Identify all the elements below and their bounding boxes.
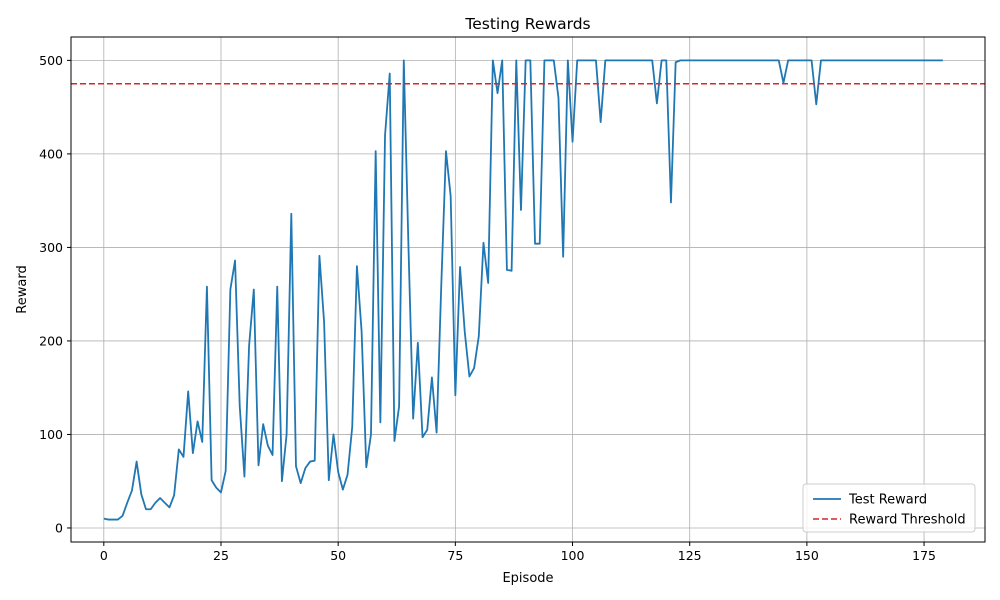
y-axis: 0 100 200 300 400 500 [39, 53, 71, 535]
legend: Test Reward Reward Threshold [802, 483, 976, 533]
y-tick-label: 0 [55, 520, 63, 535]
y-tick-label: 500 [39, 53, 63, 68]
y-tick-label: 100 [39, 427, 63, 442]
y-axis-label: Reward [15, 265, 30, 313]
y-tick-label: 200 [39, 333, 63, 348]
x-tick-label: 150 [795, 548, 819, 563]
x-tick-label: 25 [213, 548, 229, 563]
y-tick-label: 400 [39, 146, 63, 161]
series-line-test-reward [103, 59, 943, 521]
y-tick-label: 300 [39, 240, 63, 255]
chart-title: Testing Rewards [464, 15, 590, 33]
legend-box [802, 483, 976, 533]
x-tick-label: 125 [678, 548, 702, 563]
legend-label-reward-threshold: Reward Threshold [849, 513, 966, 528]
x-tick-label: 75 [447, 548, 463, 563]
x-tick-label: 50 [330, 548, 346, 563]
x-axis-label: Episode [502, 571, 553, 586]
series-layer [71, 59, 985, 521]
x-tick-label: 100 [561, 548, 585, 563]
x-axis: 0 25 50 75 100 125 150 175 [100, 542, 936, 563]
x-tick-label: 175 [912, 548, 936, 563]
x-tick-label: 0 [100, 548, 108, 563]
plot-frame [70, 36, 986, 543]
legend-label-test-reward: Test Reward [848, 493, 927, 508]
